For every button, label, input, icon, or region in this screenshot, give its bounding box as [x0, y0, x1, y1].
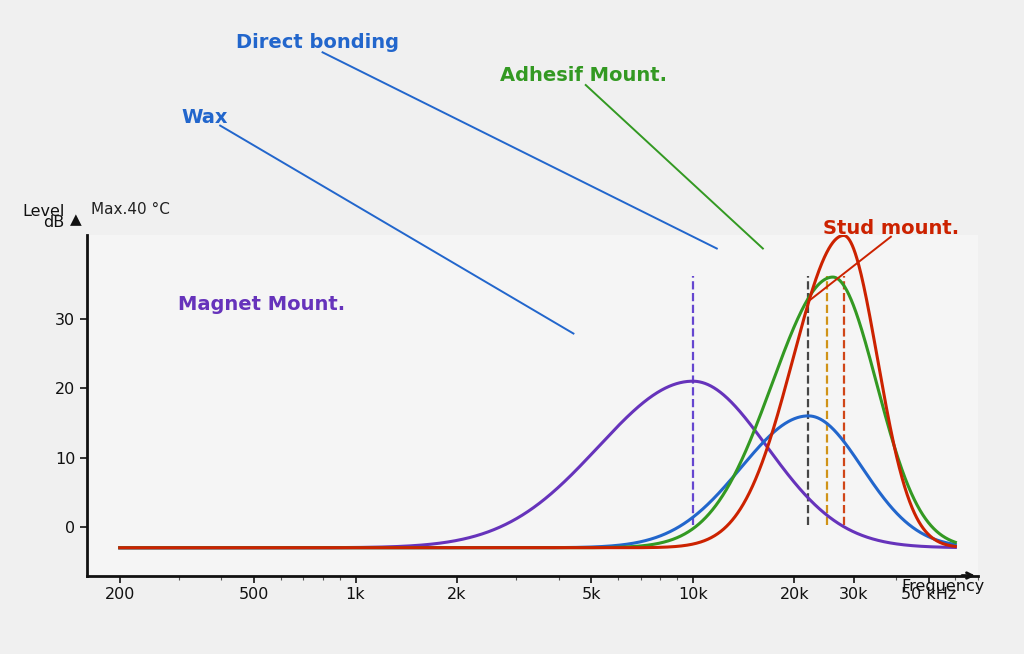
Text: Max.40 °C: Max.40 °C — [90, 202, 170, 216]
Text: Frequency: Frequency — [901, 579, 984, 594]
Text: Level: Level — [23, 204, 65, 219]
Text: Stud mount.: Stud mount. — [823, 219, 958, 239]
Text: Direct bonding: Direct bonding — [236, 33, 399, 52]
Text: Wax: Wax — [181, 108, 228, 128]
Text: dB: dB — [43, 215, 65, 230]
Text: ▲: ▲ — [70, 213, 81, 228]
Text: Magnet Mount.: Magnet Mount. — [177, 294, 345, 314]
Text: Adhesif Mount.: Adhesif Mount. — [500, 65, 668, 85]
